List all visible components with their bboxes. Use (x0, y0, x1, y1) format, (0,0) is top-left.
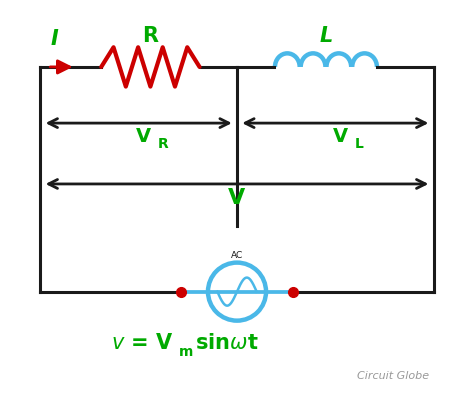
Text: m: m (179, 345, 193, 358)
Text: AC: AC (231, 251, 243, 260)
Text: R: R (158, 137, 168, 151)
Text: L: L (355, 137, 364, 151)
Text: V: V (228, 188, 246, 208)
Text: L: L (319, 26, 333, 46)
Text: R: R (142, 26, 158, 46)
Text: $v$ = V: $v$ = V (111, 333, 174, 353)
Text: V: V (332, 127, 347, 146)
Text: I: I (51, 29, 58, 49)
Text: V: V (136, 127, 151, 146)
Text: Circuit Globe: Circuit Globe (357, 371, 429, 381)
Text: sin$\omega$t: sin$\omega$t (188, 333, 258, 353)
